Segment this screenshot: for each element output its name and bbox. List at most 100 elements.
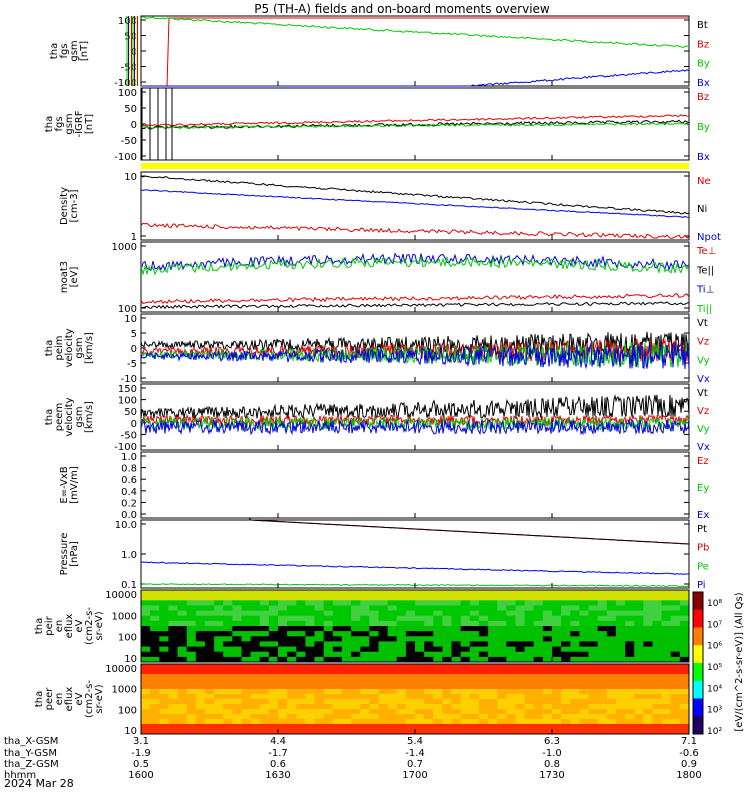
heatmap-cell xyxy=(478,590,489,596)
y-tick-label: 5 xyxy=(131,329,137,340)
heatmap-cell xyxy=(679,674,690,680)
heatmap-cell xyxy=(259,600,270,606)
heatmap-cell xyxy=(469,626,480,632)
heatmap-cell xyxy=(323,656,334,663)
heatmap-cell xyxy=(314,651,325,658)
heatmap-cell xyxy=(424,694,434,700)
heatmap-cell xyxy=(287,595,297,601)
heatmap-cell xyxy=(186,636,197,642)
heatmap-cell xyxy=(460,641,471,647)
heatmap-cell xyxy=(625,699,635,705)
heatmap-cell xyxy=(597,641,608,647)
heatmap-cell xyxy=(451,689,462,695)
heatmap-cell xyxy=(478,646,489,653)
heatmap-cell xyxy=(360,694,370,700)
heatmap-cell xyxy=(405,656,416,663)
heatmap-cell xyxy=(396,729,407,735)
heatmap-cell xyxy=(570,600,580,606)
heatmap-cell xyxy=(341,656,352,663)
heatmap-cell xyxy=(561,646,571,653)
heatmap-cell xyxy=(159,704,169,710)
heatmap-cell xyxy=(469,631,480,637)
heatmap-cell xyxy=(278,600,288,606)
heatmap-cell xyxy=(296,651,306,658)
heatmap-cell xyxy=(278,651,288,658)
heatmap-cell xyxy=(497,724,507,730)
heatmap-cell xyxy=(214,636,224,642)
heatmap-cell xyxy=(460,656,471,663)
heatmap-cell xyxy=(460,664,471,670)
heatmap-cell xyxy=(625,641,635,647)
heatmap-cell xyxy=(661,620,672,627)
heatmap-cell xyxy=(396,679,407,685)
heatmap-cell xyxy=(460,646,471,653)
heatmap-cell xyxy=(159,684,169,690)
heatmap-cell xyxy=(415,646,425,653)
heatmap-cell xyxy=(141,620,151,627)
heatmap-cell xyxy=(278,714,288,720)
heatmap-cell xyxy=(323,664,334,670)
heatmap-cell xyxy=(250,679,261,685)
heatmap-cell xyxy=(141,704,151,710)
heatmap-cell xyxy=(223,669,233,675)
y-axis-label: [nT] xyxy=(84,114,95,134)
series-by xyxy=(140,16,690,49)
heatmap-cell xyxy=(241,636,252,642)
colorbar-segment xyxy=(693,663,703,682)
y-tick-label: 0.4 xyxy=(121,487,137,498)
heatmap-cell xyxy=(159,615,169,622)
heatmap-cell xyxy=(469,684,480,690)
heatmap-cell xyxy=(150,684,160,690)
heatmap-cell xyxy=(314,709,325,715)
heatmap-cell xyxy=(195,610,206,617)
y-tick-label: 1000 xyxy=(112,685,137,696)
heatmap-cell xyxy=(670,729,681,735)
heatmap-cell xyxy=(268,674,279,680)
series-bz xyxy=(141,17,689,87)
heatmap-cell xyxy=(561,704,571,710)
heatmap-cell xyxy=(323,595,334,601)
heatmap-cell xyxy=(670,605,681,611)
heatmap-cell xyxy=(661,684,672,690)
heatmap-cell xyxy=(168,615,178,622)
heatmap-cell xyxy=(570,651,580,658)
heatmap-cell xyxy=(506,641,516,647)
heatmap-cell xyxy=(186,605,197,611)
heatmap-cell xyxy=(314,605,325,611)
heatmap-cell xyxy=(415,600,425,606)
heatmap-cell xyxy=(670,699,681,705)
heatmap-cell xyxy=(524,689,535,695)
heatmap-cell xyxy=(141,724,151,730)
heatmap-cell xyxy=(278,636,288,642)
heatmap-cell xyxy=(497,636,507,642)
heatmap-cell xyxy=(314,714,325,720)
heatmap-cell xyxy=(670,651,681,658)
heatmap-cell xyxy=(232,656,242,663)
heatmap-cell xyxy=(552,709,562,715)
heatmap-cell xyxy=(186,620,197,627)
heatmap-cell xyxy=(159,679,169,685)
heatmap-cell xyxy=(268,615,279,622)
heatmap-cell xyxy=(296,709,306,715)
heatmap-cell xyxy=(478,674,489,680)
heatmap-cell xyxy=(360,684,370,690)
heatmap-cell xyxy=(405,699,416,705)
heatmap-cell xyxy=(488,656,498,663)
heatmap-cell xyxy=(561,714,571,720)
heatmap-cell xyxy=(405,631,416,637)
heatmap-cell xyxy=(223,656,233,663)
heatmap-cell xyxy=(433,689,443,695)
heatmap-cell xyxy=(652,674,663,680)
heatmap-cell xyxy=(195,620,206,627)
heatmap-cell xyxy=(488,709,498,715)
heatmap-cell xyxy=(396,724,407,730)
heatmap-cell xyxy=(186,656,197,663)
legend-entry: Bx xyxy=(697,78,710,89)
heatmap-cell xyxy=(150,724,160,730)
legend-entry: Vt xyxy=(697,318,708,329)
heatmap-cell xyxy=(332,709,343,715)
heatmap-cell xyxy=(433,709,443,715)
heatmap-cell xyxy=(570,689,580,695)
heatmap-cell xyxy=(451,605,462,611)
